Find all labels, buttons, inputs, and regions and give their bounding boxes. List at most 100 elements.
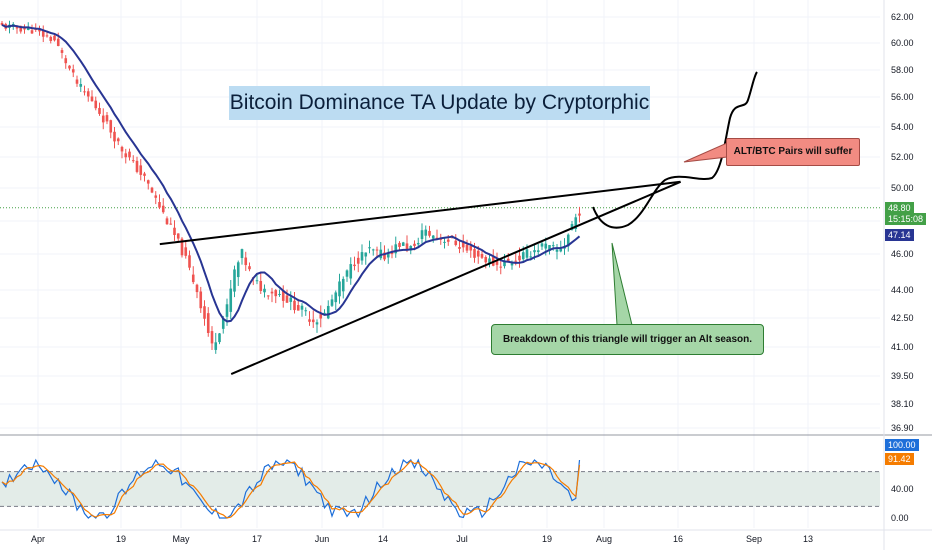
- candle-body: [420, 230, 424, 240]
- candle-body: [353, 264, 356, 267]
- candle-body: [184, 247, 188, 256]
- candle-body: [454, 240, 458, 245]
- candle-body: [176, 233, 180, 239]
- candle-body: [480, 253, 484, 258]
- candle-body: [484, 257, 488, 263]
- candle-body: [169, 223, 173, 225]
- price-tick-label: 54.00: [891, 122, 914, 132]
- candle-body: [143, 173, 146, 176]
- candle-body: [356, 257, 360, 264]
- candle-body: [120, 146, 124, 152]
- candle-body: [296, 305, 300, 311]
- candle-body: [131, 160, 135, 162]
- stoch-k-tag: 100.00: [885, 439, 919, 451]
- candle-body: [514, 260, 518, 262]
- candle-body: [536, 250, 540, 253]
- candle-body: [255, 280, 259, 282]
- candle-body: [488, 258, 491, 264]
- candle-body: [109, 120, 113, 133]
- candle-body: [578, 213, 581, 216]
- candle-body: [225, 304, 229, 317]
- candle-body: [161, 205, 165, 213]
- candle-body: [326, 305, 330, 319]
- candle-body: [154, 195, 158, 198]
- candle-body: [540, 243, 544, 247]
- candle-body: [248, 266, 251, 270]
- projected-path: [592, 71, 758, 229]
- candle-body: [499, 266, 503, 268]
- candle-body: [199, 291, 203, 309]
- candles: [0, 20, 581, 354]
- triangle-upper-line: [159, 180, 681, 246]
- candle-body: [289, 297, 293, 302]
- candle-body: [0, 22, 4, 25]
- triangle-lower-line: [230, 180, 681, 375]
- candle-body: [506, 258, 510, 261]
- candle-body: [405, 243, 409, 250]
- candle-body: [308, 319, 311, 322]
- candle-body: [341, 278, 345, 292]
- candle-body: [56, 38, 60, 47]
- time-tick-label: Sep: [746, 534, 762, 544]
- price-tick-label: 56.00: [891, 92, 914, 102]
- candle-body: [431, 235, 435, 239]
- breakdown-callout: Breakdown of this triangle will trigger …: [491, 324, 764, 355]
- candle-body: [113, 131, 116, 142]
- candle-body: [311, 319, 315, 323]
- price-tick-label: 41.00: [891, 342, 914, 352]
- candle-body: [555, 249, 559, 252]
- ma-value-tag: 47.14: [885, 229, 914, 241]
- candle-body: [334, 292, 338, 303]
- candle-body: [315, 322, 319, 325]
- candle-body: [158, 202, 161, 208]
- candle-body: [203, 306, 206, 319]
- candle-body: [150, 187, 154, 193]
- time-tick-label: Jul: [456, 534, 468, 544]
- candle-body: [510, 263, 514, 266]
- countdown-tag: 15:15:08: [885, 213, 927, 225]
- candle-body: [210, 331, 214, 344]
- candle-body: [394, 244, 398, 254]
- candle-body: [233, 269, 236, 292]
- candle-body: [330, 299, 334, 306]
- stoch-d-line: [1, 460, 581, 519]
- candle-body: [86, 91, 90, 97]
- candle-body: [23, 28, 26, 30]
- candle-body: [270, 291, 274, 294]
- candle-body: [236, 262, 240, 278]
- candle-body: [26, 27, 30, 31]
- candle-body: [533, 250, 536, 253]
- alt-btc-callout: ALT/BTC Pairs will suffer: [726, 138, 860, 166]
- candle-body: [469, 246, 473, 251]
- candle-body: [139, 165, 143, 175]
- candle-body: [98, 107, 101, 114]
- candle-body: [465, 244, 469, 251]
- candle-body: [458, 247, 461, 249]
- time-tick-label: 19: [542, 534, 552, 544]
- candle-body: [473, 249, 476, 258]
- candle-body: [146, 180, 150, 184]
- price-tick-label: 62.00: [891, 12, 914, 22]
- time-tick-label: Jun: [315, 534, 330, 544]
- candle-body: [274, 290, 278, 297]
- price-tick-label: 52.00: [891, 152, 914, 162]
- time-tick-label: 13: [803, 534, 813, 544]
- candle-body: [435, 237, 439, 239]
- candle-body: [409, 245, 413, 251]
- candle-body: [19, 25, 23, 32]
- candle-body: [101, 115, 105, 123]
- candle-body: [428, 230, 431, 236]
- moving-average: [1, 24, 581, 323]
- candle-body: [116, 138, 120, 142]
- candle-body: [446, 239, 450, 242]
- candle-body: [503, 261, 506, 267]
- price-tick-label: 36.90: [891, 423, 914, 433]
- candle-body: [229, 288, 233, 312]
- candle-body: [495, 260, 499, 265]
- candle-body: [60, 50, 64, 53]
- candle-body: [266, 295, 270, 297]
- time-tick-label: Apr: [31, 534, 45, 544]
- candle-body: [476, 250, 480, 257]
- candle-body: [278, 293, 281, 295]
